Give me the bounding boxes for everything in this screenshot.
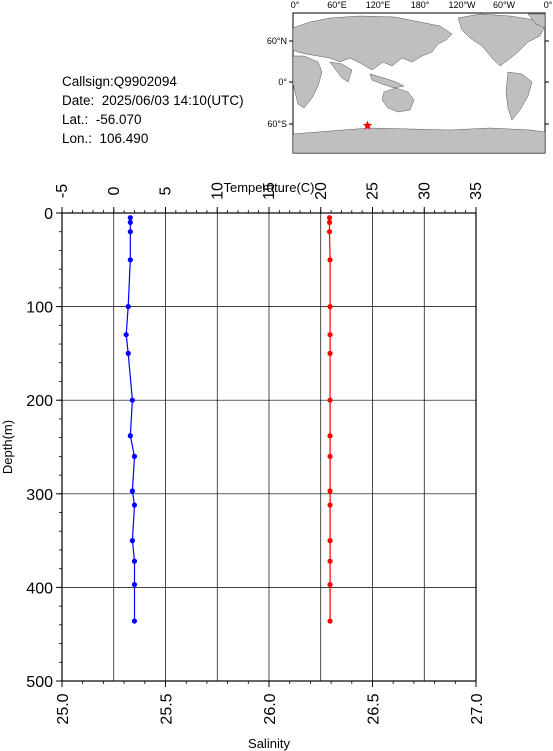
station-info: Callsign:Q9902094 Date: 2025/06/03 14:10… xyxy=(62,72,244,148)
salinity-data-point xyxy=(125,304,131,310)
salinity-data-point xyxy=(127,219,133,225)
map-lon-label: 180° xyxy=(411,0,430,10)
salinity-data-point xyxy=(131,453,138,459)
landmass-indonesia xyxy=(369,73,405,89)
depth-tick-label: 200 xyxy=(26,393,53,410)
salinity-data-point xyxy=(123,332,129,338)
salinity-data-point xyxy=(129,397,135,403)
landmass-eurasia xyxy=(293,15,453,71)
salinity-data-point xyxy=(127,215,133,221)
salinity-axis-title: Salinity xyxy=(248,736,290,751)
temperature-tick-label: 10 xyxy=(209,182,226,200)
map-lon-label: 0° xyxy=(291,0,300,10)
landmass-africa xyxy=(293,55,323,109)
map-lon-label: 120°W xyxy=(448,0,476,10)
depth-axis-title: Depth(m) xyxy=(0,420,15,474)
latitude-text: Lat.: -56.070 xyxy=(62,112,142,127)
temperature-data-point xyxy=(326,219,333,225)
longitude-text: Lon.: 106.490 xyxy=(62,131,149,146)
temperature-profile-line xyxy=(328,217,331,622)
station-location-marker xyxy=(362,120,373,130)
landmass-greenland xyxy=(527,13,545,29)
salinity-tick-label: 26.0 xyxy=(262,693,279,724)
depth-tick-label: 500 xyxy=(26,674,53,691)
depth-tick-label: 300 xyxy=(26,487,53,504)
map-top-labels: 0° 60°E 120°E 180° 120°W 60°W 0° xyxy=(291,0,553,10)
temperature-data-point xyxy=(327,433,333,439)
salinity-profile-line xyxy=(125,217,136,622)
salinity-tick-label: 25.0 xyxy=(55,693,72,724)
temperature-tick-label: -5 xyxy=(54,184,71,198)
salinity-data-point xyxy=(131,618,138,624)
map-ticks xyxy=(289,40,549,125)
temperature-data-point xyxy=(327,558,333,564)
landmass-india xyxy=(329,61,353,83)
temperature-tick-label: 15 xyxy=(261,182,278,200)
map-lat-labels: 60°N 0° 60°S xyxy=(267,36,288,129)
location-map: 0° 60°E 120°E 180° 120°W 60°W 0° 60°N 0°… xyxy=(267,0,553,154)
temperature-data-point xyxy=(327,453,333,459)
map-lon-label: 60°E xyxy=(327,0,347,10)
landmass-antarctica xyxy=(293,127,545,153)
temperature-data-point xyxy=(327,502,333,508)
salinity-data-point xyxy=(127,257,133,263)
temperature-data-point xyxy=(327,332,333,338)
landmass-north-america xyxy=(457,13,545,67)
temperature-data-point xyxy=(327,350,333,356)
temperature-tick-label: 0 xyxy=(106,186,123,195)
map-lon-label: 0° xyxy=(544,0,553,10)
salinity-data-point xyxy=(127,433,133,439)
salinity-data-point xyxy=(131,581,138,588)
landmass-australia xyxy=(381,87,415,113)
temperature-data-point xyxy=(327,581,333,588)
depth-tick-label: 100 xyxy=(26,300,53,317)
salinity-data-point xyxy=(127,229,133,235)
salinity-data-point xyxy=(131,558,138,564)
temperature-data-point xyxy=(327,397,333,403)
temperature-data-point xyxy=(327,257,333,263)
temperature-tick-label: 35 xyxy=(468,182,485,200)
temperature-data-point xyxy=(326,229,333,235)
temperature-data-point xyxy=(327,618,333,624)
depth-tick-label: 400 xyxy=(26,580,53,597)
date-text: Date: 2025/06/03 14:10(UTC) xyxy=(62,93,244,108)
temperature-tick-label: 5 xyxy=(158,186,175,195)
temperature-data-point xyxy=(327,538,333,544)
chart-grid xyxy=(61,212,477,682)
salinity-tick-label: 27.0 xyxy=(469,693,486,724)
salinity-data-point xyxy=(129,488,135,494)
callsign-text: Callsign:Q9902094 xyxy=(62,74,177,89)
map-lon-label: 120°E xyxy=(366,0,391,10)
temperature-tick-label: 20 xyxy=(313,182,330,200)
map-lat-label: 60°N xyxy=(267,36,287,46)
depth-tick-label: 0 xyxy=(44,206,53,223)
temperature-tick-label: 30 xyxy=(416,182,433,200)
salinity-data-point xyxy=(129,538,135,544)
map-lat-label: 60°S xyxy=(267,119,287,129)
temperature-data-point xyxy=(327,304,333,310)
map-lat-label: 0° xyxy=(278,77,287,87)
salinity-tick-label: 26.5 xyxy=(366,693,383,724)
map-lon-label: 60°W xyxy=(493,0,516,10)
salinity-data-point xyxy=(125,350,131,356)
landmass-south-america xyxy=(505,71,533,121)
temperature-tick-label: 25 xyxy=(365,182,382,200)
temperature-data-point xyxy=(327,488,333,494)
temperature-axis-title: Temperature(C) xyxy=(223,180,314,195)
salinity-tick-label: 25.5 xyxy=(159,693,176,724)
temperature-data-point xyxy=(326,215,333,221)
salinity-data-point xyxy=(131,502,138,508)
